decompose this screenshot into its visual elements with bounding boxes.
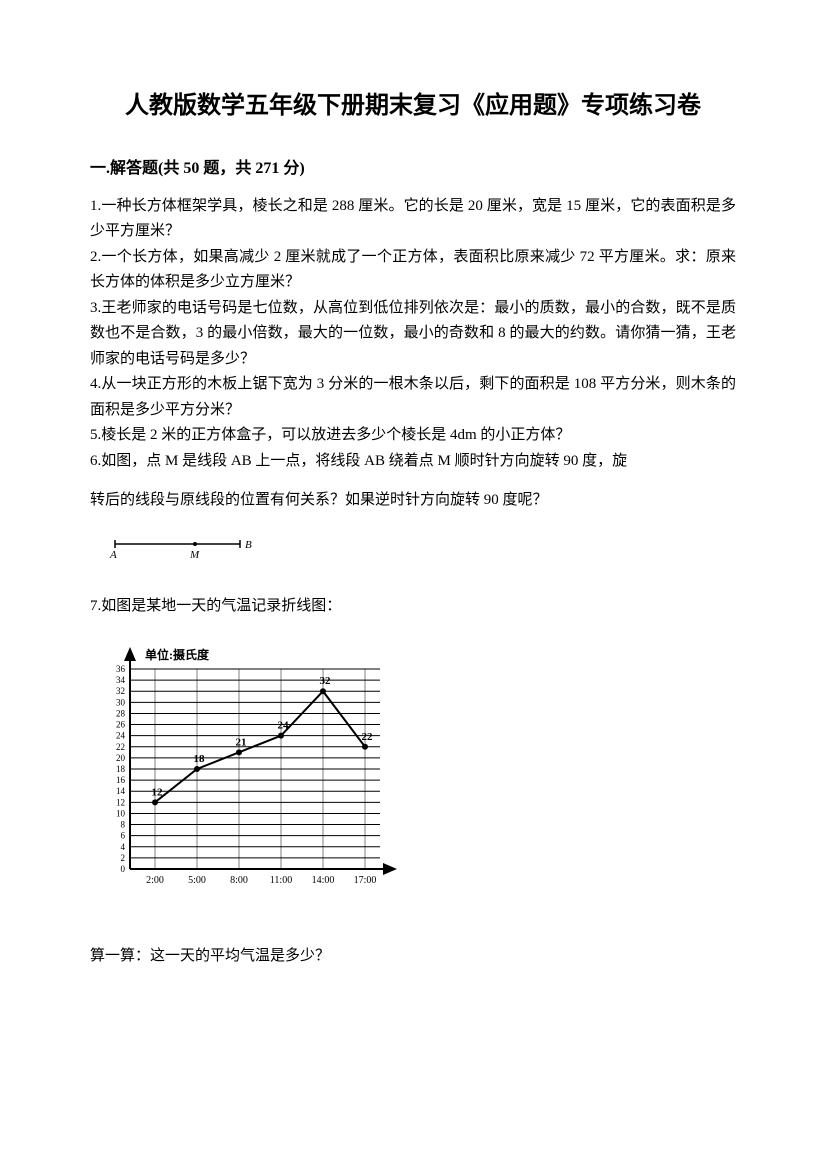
svg-text:14: 14 xyxy=(116,786,126,796)
svg-text:2:00: 2:00 xyxy=(146,875,164,886)
question-6: 6.如图，点 M 是线段 AB 上一点，将线段 AB 绕着点 M 顺时针方向旋转… xyxy=(90,449,736,475)
svg-text:16: 16 xyxy=(116,775,126,785)
svg-text:6: 6 xyxy=(121,831,126,841)
svg-text:17:00: 17:00 xyxy=(354,875,377,886)
svg-text:2: 2 xyxy=(121,853,126,863)
svg-text:4: 4 xyxy=(121,842,126,852)
svg-text:5:00: 5:00 xyxy=(188,875,206,886)
svg-text:14:00: 14:00 xyxy=(312,875,335,886)
svg-text:0: 0 xyxy=(121,864,126,874)
question-5: 5.棱长是 2 米的正方体盒子，可以放进去多少个棱长是 4dm 的小正方体？ xyxy=(90,423,736,449)
svg-text:10: 10 xyxy=(116,809,126,819)
section-header: 一.解答题(共 50 题，共 271 分) xyxy=(90,154,736,178)
svg-text:8: 8 xyxy=(121,820,126,830)
svg-text:22: 22 xyxy=(116,742,125,752)
svg-text:26: 26 xyxy=(116,720,126,730)
svg-text:18: 18 xyxy=(116,764,126,774)
segment-svg: A M B xyxy=(100,534,260,559)
svg-text:24: 24 xyxy=(278,720,290,732)
svg-text:24: 24 xyxy=(116,731,126,741)
question-7: 7.如图是某地一天的气温记录折线图： xyxy=(90,594,736,620)
question-4: 4.从一块正方形的木板上锯下宽为 3 分米的一根木条以后，剩下的面积是 108 … xyxy=(90,372,736,423)
svg-text:12: 12 xyxy=(116,797,125,807)
question-1: 1.一种长方体框架学具，棱长之和是 288 厘米。它的长是 20 厘米，宽是 1… xyxy=(90,194,736,245)
svg-text:21: 21 xyxy=(236,736,247,748)
svg-text:8:00: 8:00 xyxy=(230,875,248,886)
point-m-label: M xyxy=(189,549,200,559)
svg-text:12: 12 xyxy=(152,786,164,798)
question-3: 3.王老师家的电话号码是七位数，从高位到低位排列依次是：最小的质数，最小的合数，… xyxy=(90,296,736,373)
svg-text:30: 30 xyxy=(116,697,126,707)
svg-text:11:00: 11:00 xyxy=(270,875,292,886)
svg-text:32: 32 xyxy=(116,686,125,696)
svg-text:22: 22 xyxy=(362,731,374,743)
svg-text:32: 32 xyxy=(320,675,332,687)
temperature-chart: 0246810121416182022242628303234362:005:0… xyxy=(90,639,736,914)
point-a-label: A xyxy=(109,549,117,559)
svg-text:20: 20 xyxy=(116,753,126,763)
question-7b: 算一算：这一天的平均气温是多少？ xyxy=(90,944,736,970)
point-b-label: B xyxy=(245,539,252,551)
svg-text:28: 28 xyxy=(116,709,126,719)
page-title: 人教版数学五年级下册期末复习《应用题》专项练习卷 xyxy=(90,90,736,124)
svg-text:34: 34 xyxy=(116,675,126,685)
line-segment-diagram: A M B xyxy=(100,534,736,564)
question-6-continued: 转后的线段与原线段的位置有何关系？如果逆时针方向旋转 90 度呢？ xyxy=(90,488,736,514)
svg-text:18: 18 xyxy=(194,753,206,765)
chart-svg: 0246810121416182022242628303234362:005:0… xyxy=(90,639,400,909)
question-2: 2.一个长方体，如果高减少 2 厘米就成了一个正方体，表面积比原来减少 72 平… xyxy=(90,245,736,296)
svg-text:36: 36 xyxy=(116,664,126,674)
svg-text:单位:摄氏度: 单位:摄氏度 xyxy=(145,647,210,662)
